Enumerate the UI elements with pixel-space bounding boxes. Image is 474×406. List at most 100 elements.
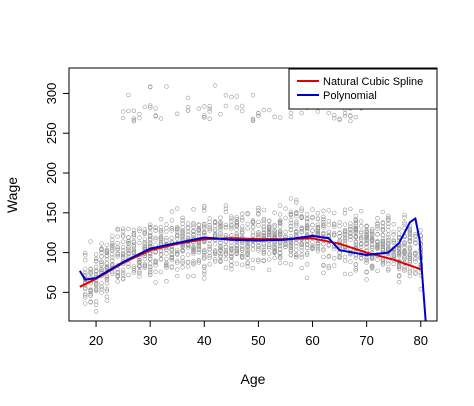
- data-point: [180, 265, 185, 270]
- data-point: [191, 260, 196, 266]
- data-point: [104, 261, 110, 266]
- data-point: [348, 227, 353, 233]
- data-point: [93, 272, 99, 277]
- data-point: [348, 206, 353, 212]
- data-point: [164, 263, 169, 269]
- data-point: [369, 233, 375, 238]
- data-point: [218, 253, 223, 258]
- data-point: [407, 250, 413, 255]
- data-point: [245, 221, 250, 227]
- data-point: [120, 245, 126, 250]
- data-point: [369, 244, 375, 250]
- data-point: [175, 273, 180, 279]
- data-point: [202, 204, 207, 209]
- data-point: [196, 231, 202, 236]
- data-point: [169, 257, 175, 263]
- data-point: [304, 252, 310, 258]
- data-point: [348, 118, 353, 124]
- data-point: [115, 241, 120, 246]
- data-point: [261, 233, 266, 238]
- data-point: [332, 112, 337, 118]
- data-point: [223, 245, 229, 250]
- data-point: [326, 253, 331, 259]
- data-point: [196, 258, 202, 263]
- data-point: [142, 264, 148, 269]
- data-point: [207, 109, 212, 114]
- data-point: [364, 277, 369, 282]
- data-point: [380, 261, 386, 266]
- data-point: [261, 224, 266, 230]
- data-point: [332, 210, 337, 216]
- data-point: [332, 222, 337, 227]
- y-tick-label: 300: [44, 83, 59, 105]
- data-point: [304, 262, 310, 267]
- data-point: [304, 275, 310, 281]
- data-point: [288, 253, 294, 258]
- data-point: [396, 253, 402, 259]
- data-point: [191, 247, 196, 253]
- data-point: [120, 115, 126, 121]
- data-point: [342, 254, 348, 259]
- data-point: [267, 232, 272, 237]
- data-point: [126, 261, 131, 266]
- data-point: [261, 107, 266, 113]
- data-point: [120, 226, 126, 231]
- data-point: [386, 215, 391, 221]
- data-point: [202, 221, 207, 227]
- data-point: [164, 256, 169, 262]
- data-point: [348, 234, 353, 239]
- data-point: [185, 242, 191, 248]
- data-point: [131, 268, 137, 273]
- data-point: [99, 241, 104, 246]
- data-point: [93, 269, 99, 274]
- data-point: [223, 250, 229, 255]
- data-point: [277, 212, 283, 217]
- data-point: [240, 229, 245, 234]
- data-point: [218, 248, 223, 254]
- data-point: [375, 224, 380, 229]
- data-point: [353, 220, 358, 225]
- data-point: [250, 229, 256, 235]
- data-point: [294, 211, 299, 217]
- x-tick-label: 60: [305, 333, 319, 348]
- data-point: [148, 261, 153, 266]
- data-point: [82, 293, 88, 298]
- data-point: [126, 264, 131, 269]
- data-point: [234, 231, 240, 237]
- data-point: [218, 259, 223, 264]
- data-point: [196, 247, 202, 252]
- data-point: [386, 247, 391, 252]
- data-point: [353, 228, 358, 233]
- data-point: [315, 241, 321, 247]
- data-point: [234, 261, 240, 266]
- data-point: [120, 276, 126, 282]
- legend-box: [288, 68, 438, 110]
- data-point: [120, 270, 126, 275]
- data-point: [256, 113, 261, 119]
- data-point: [326, 110, 331, 116]
- data-point: [169, 228, 175, 233]
- data-point: [386, 213, 391, 219]
- data-point: [148, 270, 153, 275]
- data-point: [104, 288, 110, 293]
- data-point: [240, 262, 245, 268]
- data-point: [164, 262, 169, 267]
- data-point: [288, 227, 294, 233]
- data-point: [207, 255, 212, 261]
- data-point: [332, 256, 337, 261]
- data-point: [326, 208, 331, 213]
- data-point: [321, 246, 326, 252]
- data-point: [240, 255, 245, 260]
- data-point: [88, 299, 93, 304]
- data-point: [93, 264, 99, 269]
- data-point: [207, 242, 212, 247]
- data-point: [402, 240, 407, 245]
- data-point: [391, 240, 396, 246]
- data-point: [375, 226, 380, 232]
- data-point: [126, 248, 131, 253]
- data-point: [348, 224, 353, 229]
- data-point: [386, 235, 391, 240]
- data-point: [180, 260, 185, 266]
- data-point: [104, 298, 110, 303]
